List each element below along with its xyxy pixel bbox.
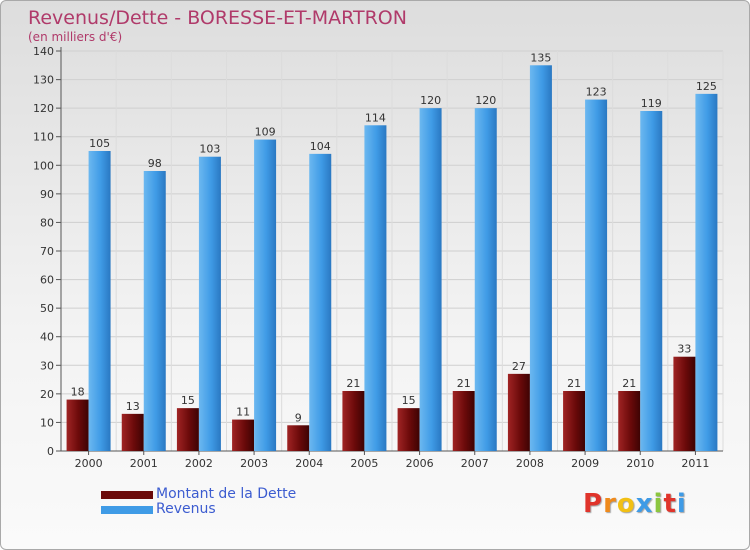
y-tick-label: 90: [40, 188, 54, 201]
data-label: 11: [236, 406, 250, 419]
bar-dette: [176, 408, 199, 451]
bar-revenus: [143, 171, 166, 451]
logo-letter: r: [603, 489, 617, 519]
logo-letter: i: [676, 489, 687, 519]
bar-revenus: [640, 111, 663, 451]
y-tick-label: 120: [33, 102, 54, 115]
bar-revenus: [529, 65, 552, 452]
bar-dette: [563, 391, 586, 451]
x-tick-label: 2002: [185, 457, 213, 470]
x-tick-label: 2004: [295, 457, 323, 470]
grid-lines: [60, 50, 724, 452]
y-tick-label: 130: [33, 74, 54, 87]
axes: 0 10 20 30 40 50 60 70 80 90 100 110 120 130 140 2000 20…: [33, 45, 723, 470]
y-tick-label: 20: [40, 388, 54, 401]
data-label: 135: [530, 51, 551, 64]
data-label: 21: [567, 377, 581, 390]
chart-subtitle: (en milliers d'€): [28, 30, 123, 44]
bar-revenus: [474, 108, 497, 452]
bar-dette: [397, 408, 420, 451]
y-tick-label: 100: [33, 159, 54, 172]
bar-revenus: [585, 99, 608, 452]
bar-revenus: [198, 156, 221, 451]
bar-dette: [232, 419, 255, 451]
data-label: 114: [365, 111, 386, 124]
logo-letter: i: [653, 489, 664, 519]
x-tick-label: 2007: [461, 457, 489, 470]
data-label: 21: [457, 377, 471, 390]
x-tick-label: 2008: [516, 457, 544, 470]
data-label: 9: [295, 411, 302, 424]
logo-letter: x: [635, 489, 654, 519]
bar-revenus: [88, 151, 111, 451]
y-tick-label: 50: [40, 302, 54, 315]
legend-label-debt: Montant de la Dette: [156, 486, 297, 502]
data-label: 119: [641, 97, 662, 110]
data-label: 120: [420, 94, 441, 107]
y-tick-label: 110: [33, 131, 54, 144]
data-label: 123: [586, 86, 607, 99]
data-label: 15: [402, 394, 416, 407]
logo-letter: t: [663, 489, 677, 519]
bar-revenus: [254, 139, 277, 452]
bar-dette: [673, 356, 696, 451]
bar-revenus: [364, 125, 387, 452]
data-label: 18: [71, 386, 85, 399]
bar-dette: [618, 391, 641, 451]
bar-dette: [121, 413, 144, 451]
bar-revenus: [695, 93, 718, 451]
data-label: 105: [89, 137, 110, 150]
legend-label-revenus: Revenus: [156, 501, 216, 517]
bar-dette: [342, 391, 365, 451]
bar-dette: [66, 399, 89, 451]
data-label: 104: [310, 140, 331, 153]
chart-title: Revenus/Dette - BORESSE-ET-MARTRON: [28, 7, 407, 29]
y-tick-label: 0: [47, 445, 54, 458]
legend-swatch-debt: [101, 491, 153, 499]
data-label: 13: [126, 400, 140, 413]
legend-swatch-revenus: [101, 506, 153, 514]
data-label: 125: [696, 80, 717, 93]
bar-revenus: [419, 108, 442, 452]
data-label: 15: [181, 394, 195, 407]
y-tick-label: 10: [40, 416, 54, 429]
data-label: 109: [255, 126, 276, 139]
logo-letter: o: [616, 489, 636, 519]
data-label: 120: [475, 94, 496, 107]
x-tick-label: 2003: [240, 457, 268, 470]
y-tick-label: 70: [40, 245, 54, 258]
bar-revenus: [309, 153, 332, 451]
x-tick-label: 2005: [350, 457, 378, 470]
data-label: 27: [512, 360, 526, 373]
data-label: 98: [148, 157, 162, 170]
x-tick-label: 2011: [681, 457, 709, 470]
data-label: 33: [677, 343, 691, 356]
y-tick-label: 80: [40, 216, 54, 229]
data-label: 21: [346, 377, 360, 390]
x-tick-label: 2001: [130, 457, 158, 470]
data-label: 103: [199, 143, 220, 156]
y-tick-label: 30: [40, 359, 54, 372]
x-tick-label: 2009: [571, 457, 599, 470]
y-tick-label: 140: [33, 45, 54, 58]
x-tick-label: 2010: [626, 457, 654, 470]
bar-dette: [287, 425, 310, 451]
bars: [66, 65, 718, 452]
y-tick-label: 40: [40, 331, 54, 344]
x-tick-label: 2000: [75, 457, 103, 470]
y-tick-label: 60: [40, 274, 54, 287]
bar-dette: [507, 373, 530, 451]
bar-dette: [452, 391, 475, 451]
proxiti-logo: Proxiti: [583, 489, 687, 519]
logo-letter: P: [583, 489, 604, 519]
x-tick-label: 2006: [406, 457, 434, 470]
data-label: 21: [622, 377, 636, 390]
